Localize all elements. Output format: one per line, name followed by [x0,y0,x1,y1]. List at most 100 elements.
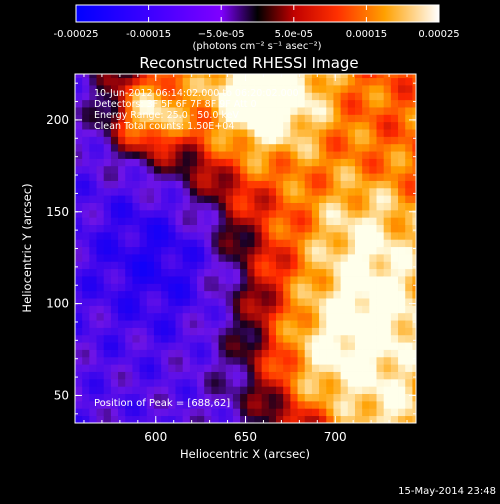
heatmap-cell [82,158,90,167]
heatmap-cell [383,356,392,365]
heatmap-cell [326,121,334,130]
heatmap-cell [276,290,284,299]
heatmap-cell [211,342,219,350]
heatmap-cell [369,85,377,93]
heatmap-cell [75,415,83,423]
heatmap-cell [103,202,112,211]
heatmap-cell [283,85,291,93]
heatmap-cell [283,378,291,387]
heatmap-cell [347,165,356,174]
heatmap-cell [340,371,349,380]
heatmap-cell [232,165,241,174]
chart-title: Reconstructed RHESSI Image [139,54,358,72]
heatmap-cell [412,165,416,174]
heatmap-cell [168,121,176,130]
heatmap-cell [326,92,334,101]
heatmap-cell [118,364,126,372]
heatmap-cell [268,342,277,350]
heatmap-cell [82,408,90,417]
heatmap-cell [290,327,298,336]
heatmap-cell [240,121,248,130]
heatmap-cell [232,158,241,167]
heatmap-cell [319,92,327,101]
heatmap-cell [225,276,234,284]
heatmap-cell [319,283,327,292]
heatmap-cell [132,290,141,299]
heatmap-cell [189,165,198,174]
heatmap-cell [304,217,313,226]
heatmap-cell [326,209,334,218]
heatmap-cell [283,209,291,218]
heatmap-cell [132,408,141,417]
heatmap-cell [311,74,320,79]
heatmap-cell [347,349,356,358]
heatmap-cell [333,143,342,152]
heatmap-cell [326,180,334,189]
heatmap-cell [89,165,97,174]
heatmap-cell [218,202,227,211]
heatmap-cell [161,415,169,423]
heatmap-cell [153,77,162,86]
heatmap-cell [175,151,184,159]
heatmap-cell [398,393,406,402]
heatmap-cell [197,246,205,255]
heatmap-cell [175,327,184,336]
heatmap-cell [197,74,205,79]
heatmap-cell [75,305,83,314]
heatmap-cell [211,408,219,417]
heatmap-cell [311,378,320,387]
heatmap-cell [225,415,234,423]
heatmap-cell [326,305,334,314]
heatmap-cell [161,85,169,93]
heatmap-cell [82,77,90,86]
heatmap-cell [412,400,416,409]
heatmap-cell [261,202,270,211]
heatmap-cell [276,114,284,123]
heatmap-cell [225,92,234,101]
heatmap-cell [390,77,399,86]
heatmap-cell [247,371,255,380]
heatmap-cell [75,283,83,292]
heatmap-cell [204,121,212,130]
heatmap-cell [168,305,176,314]
heatmap-cell [218,261,227,270]
heatmap-cell [132,158,141,167]
heatmap-cell [354,114,363,123]
heatmap-cell [211,290,219,299]
heatmap-cell [89,290,97,299]
heatmap-cell [82,393,90,402]
heatmap-cell [290,408,298,417]
heatmap-cell [268,158,277,167]
heatmap-cell [268,195,277,203]
heatmap-cell [132,165,141,174]
heatmap-cell [161,239,169,248]
heatmap-cell [333,298,342,306]
heatmap-cell [254,136,263,145]
heatmap-cell [153,165,162,174]
heatmap-cell [405,187,413,196]
heatmap-cell [182,99,191,108]
heatmap-cell [398,99,406,108]
heatmap-cell [354,121,363,130]
heatmap-cell [161,393,169,402]
heatmap-cell [218,143,227,152]
heatmap-cell [75,209,83,218]
heatmap-cell [96,231,105,240]
heatmap-cell [276,305,284,314]
heatmap-cell [362,202,370,211]
heatmap-cell [240,246,248,255]
heatmap-cell [297,371,306,380]
heatmap-cell [153,283,162,292]
heatmap-cell [247,254,255,262]
heatmap-cell [146,305,155,314]
heatmap-cell [175,231,184,240]
heatmap-cell [304,92,313,101]
heatmap-cell [89,246,97,255]
heatmap-cell [412,202,416,211]
heatmap-cell [82,268,90,277]
heatmap-cell [153,209,162,218]
heatmap-cell [218,283,227,292]
heatmap-cell [75,298,83,306]
heatmap-cell [161,408,169,417]
heatmap-cell [96,408,105,417]
